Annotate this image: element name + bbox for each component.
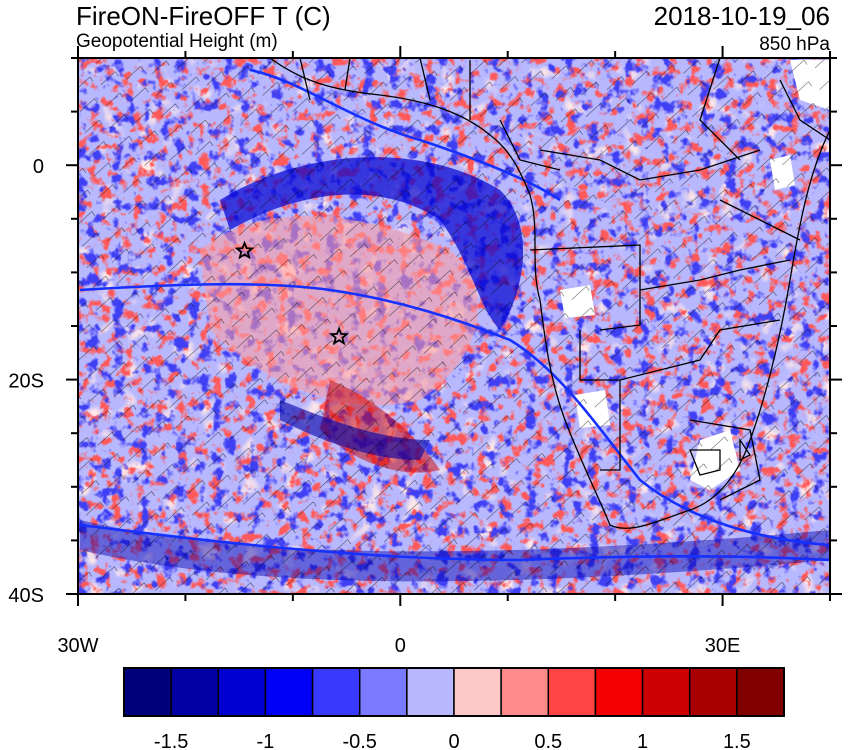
subtitle-right: 850 hPa bbox=[759, 34, 830, 55]
x-tick-label: 30W bbox=[57, 635, 98, 657]
colorbar-swatch bbox=[500, 667, 550, 717]
colorbar-swatch bbox=[641, 667, 691, 717]
colorbar-swatch bbox=[453, 667, 502, 717]
colorbar: -1.5 -1 -0.5 0 0.5 1 1.5 bbox=[123, 667, 785, 750]
y-tick-label: 0 bbox=[33, 156, 44, 178]
x-tick-label: 30E bbox=[705, 635, 741, 657]
colorbar-frame bbox=[123, 667, 785, 717]
colorbar-label: 0 bbox=[448, 731, 459, 750]
colorbar-swatch bbox=[217, 667, 267, 717]
title-left: FireON-FireOFF T (C) bbox=[76, 1, 331, 31]
axis-tick-labels: 30W 0 30E 0 20S 40S bbox=[8, 156, 740, 657]
star-marker bbox=[329, 326, 350, 346]
axis-ticks bbox=[66, 46, 842, 606]
colorbar-label: -1 bbox=[257, 731, 275, 750]
map-markers bbox=[234, 240, 350, 346]
colorbar-swatch bbox=[594, 667, 644, 717]
y-tick-label: 40S bbox=[8, 585, 44, 607]
colorbar-label: 1.5 bbox=[723, 731, 751, 750]
colorbar-swatch bbox=[170, 667, 220, 717]
colorbar-label: -0.5 bbox=[342, 731, 376, 750]
subtitle-left: Geopotential Height (m) bbox=[76, 31, 278, 52]
geopotential-contours bbox=[79, 68, 830, 562]
colorbar-swatch bbox=[547, 667, 597, 717]
star-marker bbox=[234, 240, 255, 260]
colorbar-label: -1.5 bbox=[154, 731, 188, 750]
colorbar-swatch bbox=[358, 667, 408, 717]
colorbar-swatch bbox=[264, 667, 314, 717]
temperature-field bbox=[78, 58, 830, 594]
colorbar-swatch bbox=[123, 667, 172, 717]
x-tick-label: 0 bbox=[395, 635, 406, 657]
colorbar-swatch bbox=[311, 667, 361, 717]
colorbar-label: 0.5 bbox=[534, 731, 562, 750]
colorbar-swatch bbox=[688, 667, 738, 717]
colorbar-label: 1 bbox=[637, 731, 648, 750]
country-boundaries bbox=[269, 58, 830, 529]
y-tick-label: 20S bbox=[8, 371, 44, 393]
colorbar-swatch bbox=[406, 667, 455, 717]
title-right: 2018-10-19_06 bbox=[653, 1, 830, 31]
colorbar-swatch bbox=[736, 667, 785, 717]
